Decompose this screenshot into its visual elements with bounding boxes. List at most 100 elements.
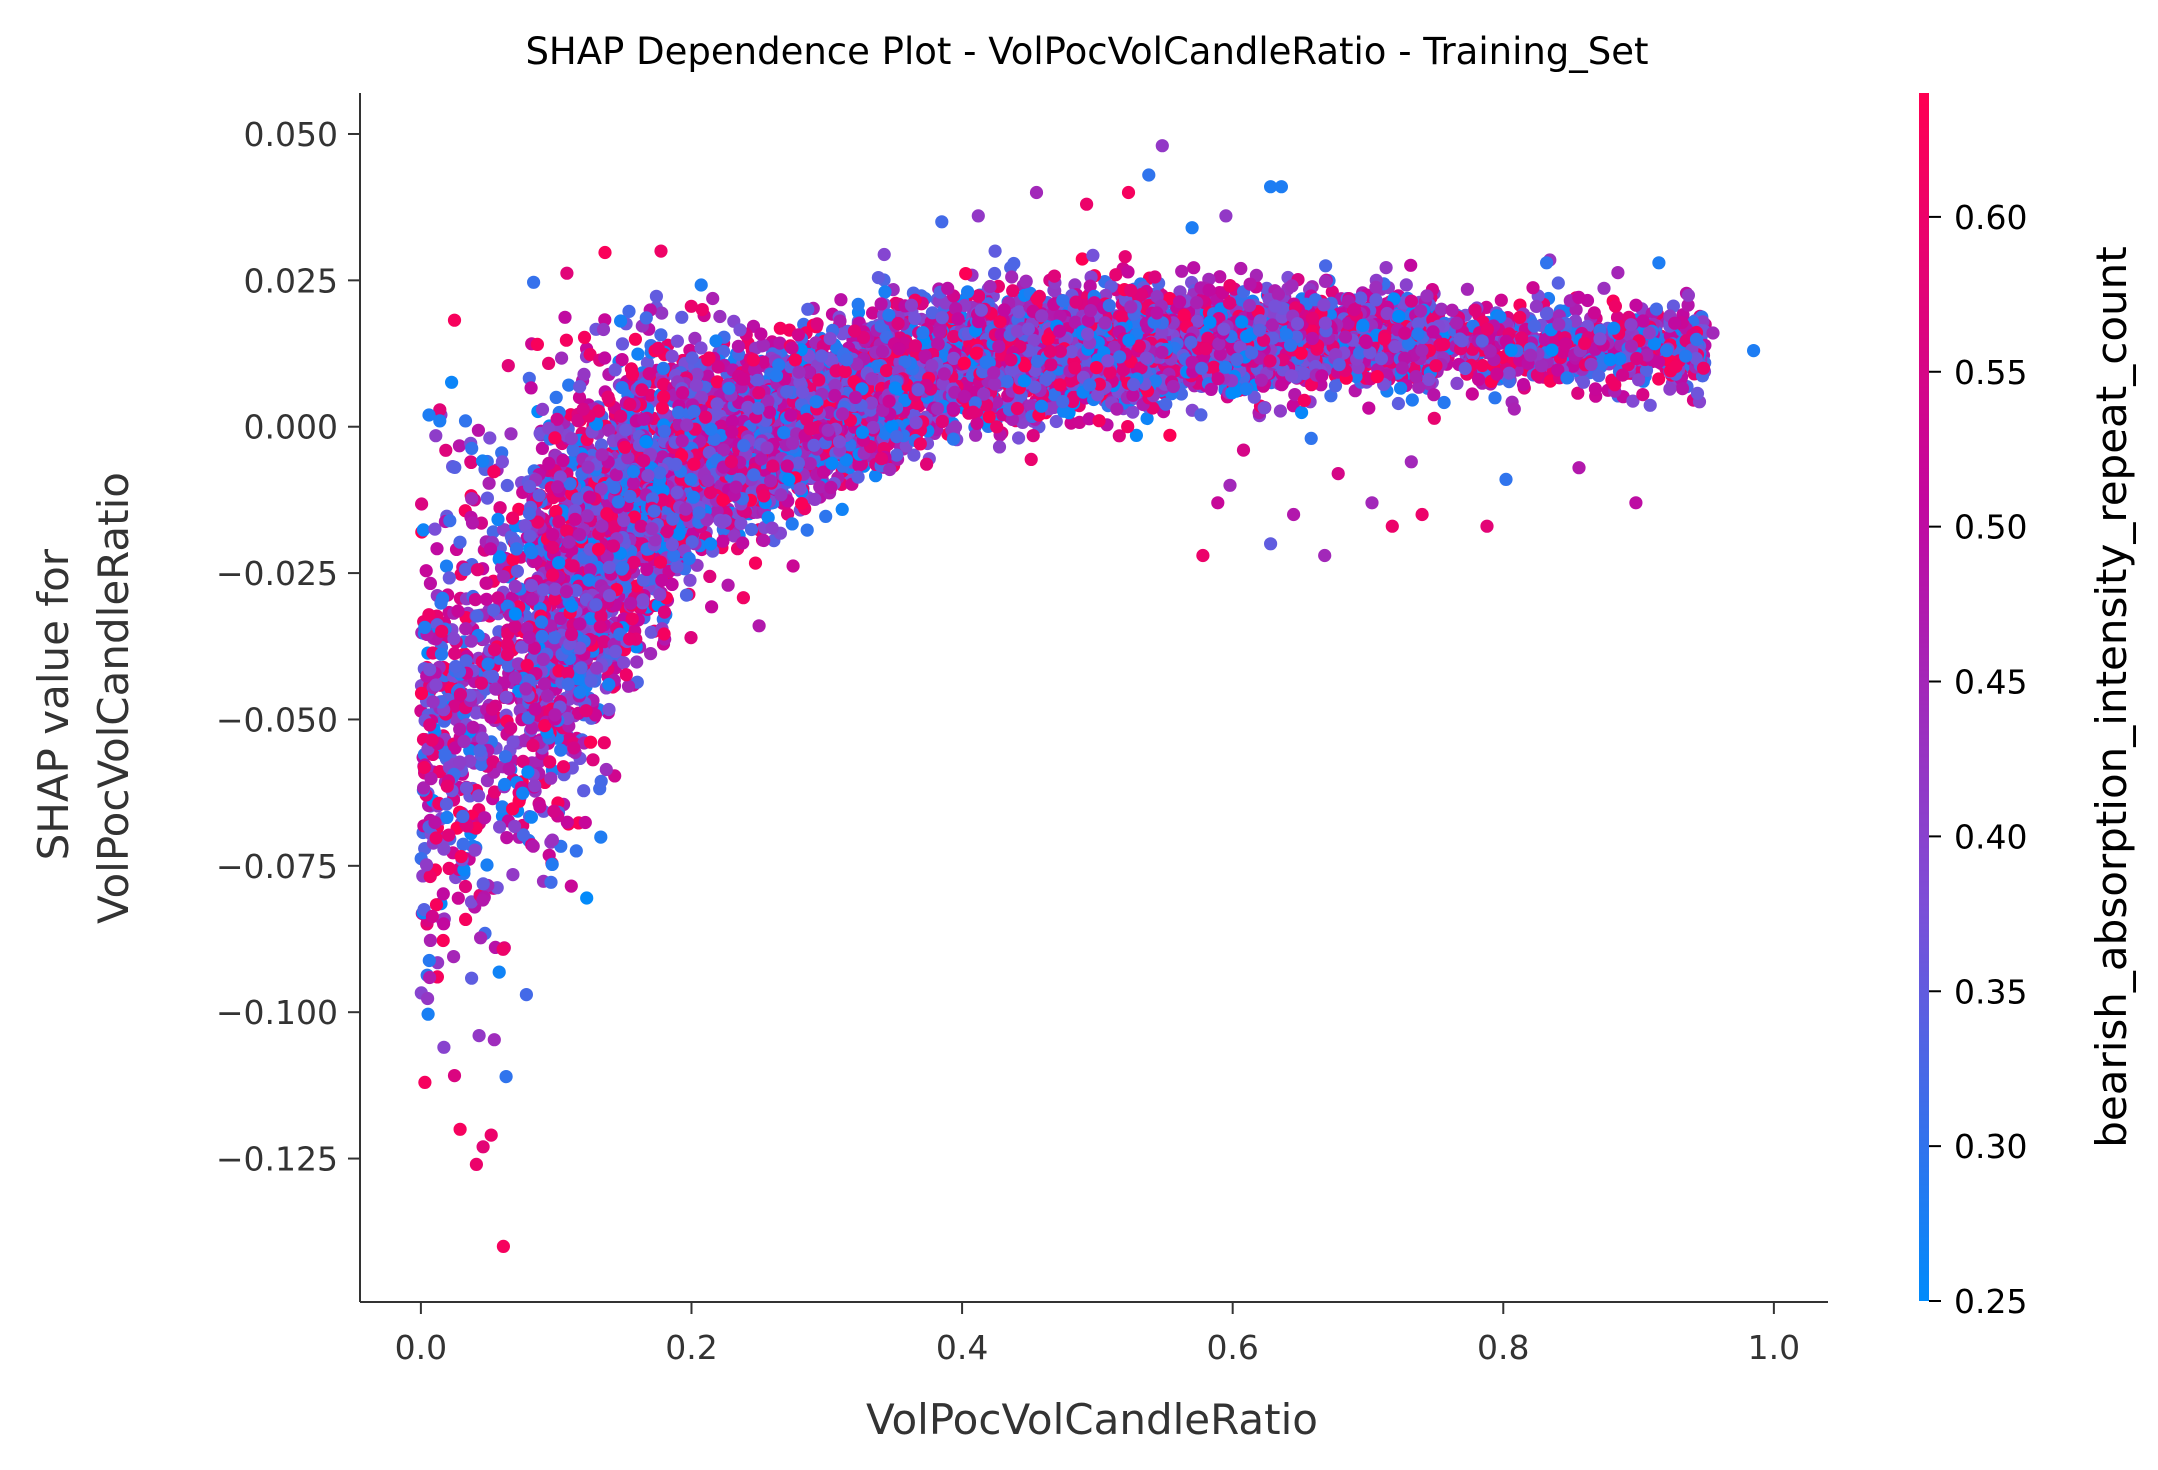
scatter-point [486,525,500,539]
scatter-point [474,931,488,945]
scatter-point [474,757,488,772]
scatter-point [1666,299,1680,313]
scatter-point [516,828,531,842]
scatter-point [1319,259,1333,273]
scatter-point [1187,261,1201,275]
scatter-point [416,523,430,537]
scatter-point [1488,391,1502,405]
scatter-points [414,139,1761,1253]
scatter-point [1112,429,1126,443]
scatter-point [1608,299,1622,313]
scatter-point [665,577,679,592]
scatter-point [1082,412,1096,426]
scatter-point [1636,388,1650,402]
scatter-point [465,971,479,985]
scatter-point [1140,411,1154,426]
scatter-point [428,522,442,536]
scatter-point [786,559,800,573]
scatter-point [835,502,849,516]
scatter-point [463,754,477,768]
scatter-point [419,564,433,578]
scatter-point [1675,382,1690,396]
scatter-point [1024,399,1038,413]
scatter-point [1507,402,1521,416]
scatter-point [1639,363,1654,377]
scatter-point [631,347,645,361]
scatter-point [506,868,520,882]
scatter-point [781,507,795,521]
scatter-point [972,289,986,303]
scatter-point [834,293,848,307]
scatter-point [1597,281,1611,295]
chart-title: SHAP Dependence Plot - VolPocVolCandleRa… [525,30,1648,73]
scatter-point [1126,405,1140,419]
scatter-point [705,600,719,614]
scatter-point [1325,285,1339,299]
scatter-point [1012,431,1026,445]
scatter-point [1588,382,1602,396]
scatter-point [448,460,462,474]
scatter-point [713,309,727,324]
scatter-point [1328,379,1343,393]
scatter-point [907,448,921,462]
scatter-point [483,431,497,445]
scatter-point [530,337,545,351]
scatter-point [577,784,591,798]
scatter-point [430,542,444,556]
scatter-point [654,244,668,258]
scatter-point [1405,393,1419,407]
scatter-point [1318,274,1332,288]
scatter-point [1391,396,1405,411]
scatter-point [598,313,612,327]
scatter-point [469,706,483,720]
scatter-point [988,266,1002,281]
scatter-point [890,448,904,462]
scatter-point [560,815,574,829]
scatter-point [1324,389,1338,403]
scatter-point [1437,395,1451,410]
scatter-point [1068,278,1082,292]
scatter-point [649,289,664,303]
scatter-point [757,533,771,548]
scatter-point [583,347,597,362]
scatter-point [866,306,880,320]
scatter-point [452,439,466,453]
scatter-point [1213,270,1227,284]
scatter-point [877,247,891,262]
scatter-point [586,753,600,767]
scatter-point [559,333,574,347]
scatter-point [480,491,494,505]
scatter-point [1092,414,1106,428]
scatter-point [542,356,556,370]
scatter-point [480,858,494,872]
scatter-point [819,509,833,523]
scatter-point [602,702,616,717]
scatter-point [694,278,708,292]
scatter-point [1379,261,1393,275]
scatter-point [486,755,500,769]
scatter-point [487,785,502,799]
scatter-point [423,576,437,591]
scatter-point [1024,452,1038,466]
scatter-point [1468,303,1482,317]
scatter-point [516,754,530,769]
scatter-point [1450,376,1464,390]
scatter-point [1626,394,1640,408]
scatter-point [1479,300,1493,314]
scatter-point [969,428,983,442]
scatter-point [458,562,473,577]
scatter-point [535,441,550,455]
scatter-point [558,310,572,324]
scatter-point [721,578,735,592]
scatter-point [596,322,611,337]
scatter-point [1007,256,1021,271]
scatter-point [1083,279,1097,293]
scatter-point [833,314,847,328]
scatter-point [644,625,658,639]
scatter-point [640,356,655,370]
scatter-point [1163,428,1177,442]
scatter-point [628,332,643,346]
scatter-point [555,351,569,365]
scatter-point [487,1033,501,1047]
